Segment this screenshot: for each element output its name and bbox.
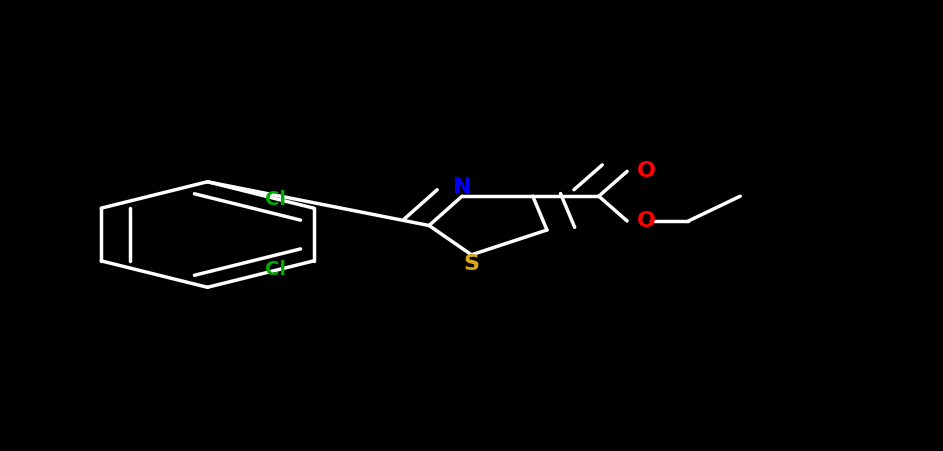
Text: O: O bbox=[637, 211, 655, 231]
Text: O: O bbox=[637, 161, 655, 181]
Text: Cl: Cl bbox=[265, 189, 287, 209]
Text: S: S bbox=[464, 254, 479, 274]
Text: N: N bbox=[453, 177, 472, 197]
Text: Cl: Cl bbox=[265, 260, 287, 280]
